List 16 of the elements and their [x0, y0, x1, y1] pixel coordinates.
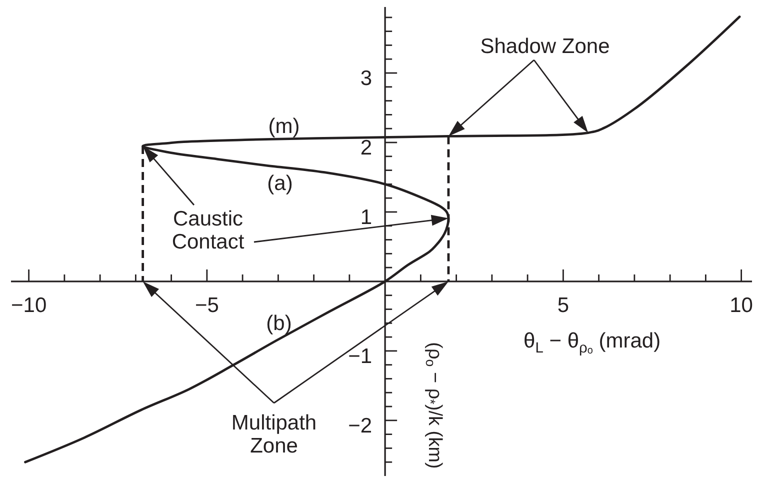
- y-tick-label: −1: [348, 344, 372, 368]
- annotation: Shadow Zone: [480, 34, 610, 58]
- x-tick-label: −10: [11, 294, 47, 317]
- annotation: (b): [266, 312, 292, 334]
- y-tick-label: 1: [360, 206, 372, 229]
- annotation: Caustic Contact: [172, 207, 244, 253]
- x-tick-label: 5: [557, 294, 570, 317]
- x-axis-title: θ$_{L}$ − θ$_{ρₒ}$ (mrad): [524, 329, 661, 357]
- annotation: Multipath Zone: [231, 411, 317, 457]
- annotation: (m): [268, 114, 300, 138]
- x-tick-label: −5: [194, 294, 219, 317]
- x-tick-label: 10: [730, 294, 753, 317]
- y-tick-label: 3: [360, 67, 372, 90]
- annotation: (a): [267, 172, 293, 194]
- y-tick-label: 2: [360, 136, 372, 160]
- y-tick-label: −2: [348, 414, 372, 438]
